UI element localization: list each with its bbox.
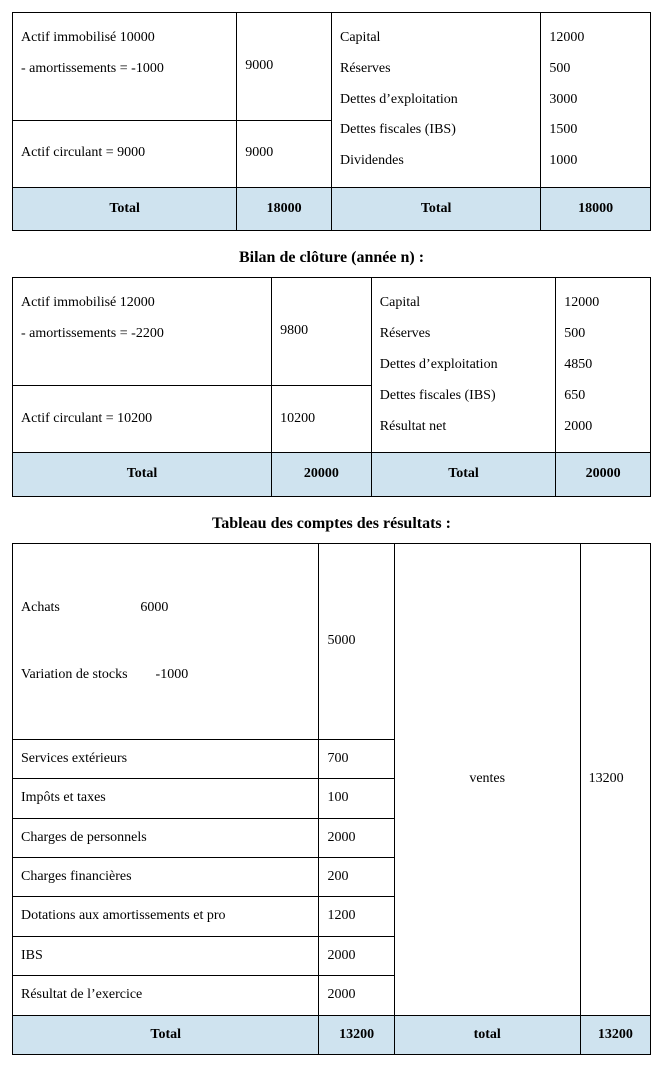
passif-value: 12000 <box>564 288 642 319</box>
total-value: 13200 <box>319 1015 394 1054</box>
passif-label: Capital <box>340 23 532 54</box>
table-row: Achats 6000 Variation de stocks -1000 50… <box>13 543 651 739</box>
charge-value: 2000 <box>319 818 394 857</box>
amortissements-label: - amortissements = -1000 <box>21 54 228 85</box>
charge-value: 2000 <box>319 936 394 975</box>
passif-value: 650 <box>564 381 642 412</box>
passif-label: Dettes d’exploitation <box>380 350 547 381</box>
total-value: 20000 <box>556 453 651 496</box>
passif-values-cell: 12000 500 4850 650 2000 <box>556 278 651 453</box>
tcr-table: Achats 6000 Variation de stocks -1000 50… <box>12 543 651 1055</box>
charge-value: 700 <box>319 739 394 778</box>
variation-stocks-label: Variation de stocks -1000 <box>21 664 310 686</box>
total-label: total <box>394 1015 580 1054</box>
total-label: Total <box>13 187 237 230</box>
passif-label: Dettes fiscales (IBS) <box>380 381 547 412</box>
passif-label: Résultat net <box>380 412 547 443</box>
actif-immobilise-cell: Actif immobilisé 12000 - amortissements … <box>13 278 272 386</box>
charge-value: 100 <box>319 779 394 818</box>
passif-value: 4850 <box>564 350 642 381</box>
amortissements-label: - amortissements = -2200 <box>21 319 263 350</box>
passif-value: 12000 <box>549 23 642 54</box>
charge-label: Résultat de l’exercice <box>13 976 319 1015</box>
actif-immobilise-label: Actif immobilisé 12000 <box>21 288 263 319</box>
actif-circulant-label: Actif circulant = 10200 <box>13 385 272 452</box>
passif-label: Dettes fiscales (IBS) <box>340 115 532 146</box>
passif-value: 500 <box>564 319 642 350</box>
actif-immobilise-cell: Actif immobilisé 10000 - amortissements … <box>13 13 237 121</box>
actif-circulant-label: Actif circulant = 9000 <box>13 120 237 187</box>
table-row: Actif immobilisé 10000 - amortissements … <box>13 13 651 121</box>
actif-immobilise-value: 9800 <box>272 278 372 386</box>
passif-label: Dividendes <box>340 146 532 177</box>
passif-value: 1500 <box>549 115 642 146</box>
achats-value: 5000 <box>319 543 394 739</box>
total-row: Total 13200 total 13200 <box>13 1015 651 1054</box>
total-label: Total <box>13 453 272 496</box>
total-label: Total <box>371 453 555 496</box>
total-label: Total <box>332 187 541 230</box>
charge-label: Charges de personnels <box>13 818 319 857</box>
passif-label: Capital <box>380 288 547 319</box>
actif-immobilise-label: Actif immobilisé 10000 <box>21 23 228 54</box>
actif-immobilise-value: 9000 <box>237 13 332 121</box>
bilan-cloture-table: Actif immobilisé 12000 - amortissements … <box>12 277 651 496</box>
achats-label: Achats 6000 <box>21 597 310 619</box>
passif-value: 500 <box>549 54 642 85</box>
charge-label: Dotations aux amortissements et pro <box>13 897 319 936</box>
passif-label: Réserves <box>380 319 547 350</box>
passif-label: Dettes d’exploitation <box>340 85 532 116</box>
charge-label: Impôts et taxes <box>13 779 319 818</box>
ventes-value: 13200 <box>580 543 650 1015</box>
passif-label: Réserves <box>340 54 532 85</box>
charge-label: Services extérieurs <box>13 739 319 778</box>
charge-label: IBS <box>13 936 319 975</box>
total-label: Total <box>13 1015 319 1054</box>
actif-circulant-value: 10200 <box>272 385 372 452</box>
total-value: 18000 <box>541 187 651 230</box>
bilan-cloture-title: Bilan de clôture (année n) : <box>12 249 651 267</box>
total-value: 18000 <box>237 187 332 230</box>
passif-value: 2000 <box>564 412 642 443</box>
ventes-label: ventes <box>394 543 580 1015</box>
passif-value: 1000 <box>549 146 642 177</box>
actif-circulant-value: 9000 <box>237 120 332 187</box>
total-value: 13200 <box>580 1015 650 1054</box>
total-row: Total 18000 Total 18000 <box>13 187 651 230</box>
table-row: Actif immobilisé 12000 - amortissements … <box>13 278 651 386</box>
passif-value: 3000 <box>549 85 642 116</box>
bilan-ouverture-table: Actif immobilisé 10000 - amortissements … <box>12 12 651 231</box>
charge-value: 1200 <box>319 897 394 936</box>
total-row: Total 20000 Total 20000 <box>13 453 651 496</box>
passif-values-cell: 12000 500 3000 1500 1000 <box>541 13 651 188</box>
charge-value: 200 <box>319 858 394 897</box>
passif-labels-cell: Capital Réserves Dettes d’exploitation D… <box>332 13 541 188</box>
charge-label: Charges financières <box>13 858 319 897</box>
tcr-title: Tableau des comptes des résultats : <box>12 515 651 533</box>
total-value: 20000 <box>272 453 372 496</box>
passif-labels-cell: Capital Réserves Dettes d’exploitation D… <box>371 278 555 453</box>
charge-value: 2000 <box>319 976 394 1015</box>
achats-cell: Achats 6000 Variation de stocks -1000 <box>13 543 319 739</box>
